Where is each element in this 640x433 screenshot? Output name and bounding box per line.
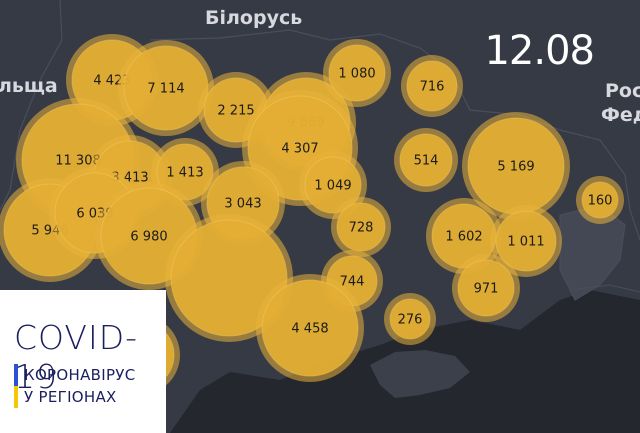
bubble-circle (581, 181, 619, 219)
case-count-label: 11 308 (55, 154, 101, 169)
russia-label-line1: Рос (605, 80, 640, 102)
case-count-label: 1 602 (445, 230, 482, 245)
panel-title: COVID-19 (14, 318, 139, 396)
bubble-circle (399, 133, 453, 187)
bubble-circle (328, 44, 386, 102)
case-count-label: 276 (398, 313, 423, 328)
eastern-border-line (569, 284, 640, 293)
case-count-label: 728 (349, 221, 374, 236)
bubble-circle (457, 259, 515, 317)
case-count-label: 4 458 (291, 322, 328, 337)
region-bubble: 514 (394, 128, 458, 192)
region-bubble: 971 (452, 254, 520, 322)
case-count-label: 716 (420, 80, 445, 95)
case-count-label: 514 (414, 154, 439, 169)
region-bubble: 728 (331, 197, 391, 257)
bubble-circle (406, 60, 458, 112)
case-count-label: 4 307 (281, 142, 318, 157)
case-count-label: 744 (340, 275, 365, 290)
case-count-label: 2 215 (217, 104, 254, 119)
case-count-label: 3 043 (224, 197, 261, 212)
case-count-label: 5 169 (497, 160, 534, 175)
western-border-line (0, 0, 63, 211)
russia-label-line2: Фед (601, 104, 640, 126)
region-bubble: 276 (384, 293, 436, 345)
case-count-label: 1 049 (314, 179, 351, 194)
region-bubble: 1 080 (323, 39, 391, 107)
case-count-label: 6 980 (130, 230, 167, 245)
bubble-circle (336, 202, 386, 252)
bubble-circle (304, 156, 362, 214)
region-bubble: 716 (401, 55, 463, 117)
panel-subtitle-line2: У РЕГІОНАХ (24, 388, 117, 406)
case-count-label: 971 (474, 282, 499, 297)
bubble-circle (261, 279, 359, 377)
case-count-label: 160 (588, 194, 613, 209)
region-bubble: 4 458 (256, 274, 364, 382)
case-count-label: 1 080 (338, 67, 375, 82)
panel-subtitle-line1: КОРОНАВІРУС (24, 366, 136, 384)
region-bubble: 7 114 (118, 40, 214, 136)
region-bubble: 1 011 (490, 205, 562, 277)
poland-label: льща (0, 75, 58, 97)
flag-yellow-bar (14, 386, 18, 408)
bubble-circle (389, 298, 431, 340)
region-bubble: 1 413 (151, 138, 219, 206)
case-count-label: 1 011 (507, 235, 544, 250)
case-count-label: 7 114 (147, 82, 184, 97)
report-date: 12.08 (484, 28, 595, 74)
flag-blue-bar (14, 364, 18, 386)
bubble-circle (170, 219, 288, 337)
crimea-landmass (370, 350, 470, 398)
region-bubble: 5 169 (462, 112, 570, 220)
bubble-circle (495, 210, 557, 272)
case-count-label: 1 413 (166, 166, 203, 181)
belarus-label: Білорусь (205, 7, 302, 29)
title-panel: COVID-19 КОРОНАВІРУС У РЕГІОНАХ (0, 290, 166, 433)
region-bubble: 160 (576, 176, 624, 224)
